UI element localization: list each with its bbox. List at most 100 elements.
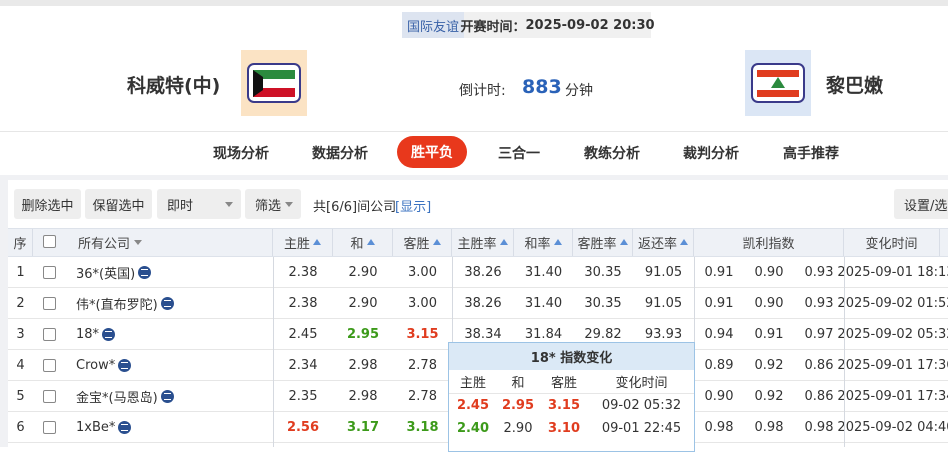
cell-text: 0.91 (704, 295, 734, 311)
table-cell: 3.00 (393, 257, 452, 287)
nav-tab[interactable]: 裁判分析 (683, 146, 739, 162)
column-header[interactable]: 变化时间 (844, 229, 940, 256)
table-cell: 5 (8, 381, 33, 411)
dropdown[interactable]: 即时 (157, 189, 241, 219)
table-cell: 0.90 (694, 381, 744, 411)
count-text: 共[6/6]间公司 (313, 200, 397, 215)
countdown-unit: 分钟 (565, 83, 593, 99)
cell-text: 4 (16, 357, 25, 373)
cell-text: 伟*(直布罗陀) (76, 297, 158, 313)
popup-column-header: 和 (497, 370, 539, 394)
row-checkbox[interactable] (43, 266, 56, 279)
cell-text: 3.00 (408, 264, 437, 280)
sort-icon (313, 235, 321, 245)
column-header[interactable]: 主胜 (273, 229, 333, 256)
show-link[interactable]: [显示] (395, 200, 432, 215)
cell-text: 3.15 (406, 326, 439, 342)
popup-cell: 3.15 (547, 398, 581, 413)
nav-tab[interactable]: 现场分析 (213, 146, 269, 162)
cell-text: 0.98 (754, 419, 784, 435)
sort-icon (619, 235, 628, 245)
table-cell: 91.05 (633, 288, 694, 318)
table-cell: 2 (8, 288, 33, 318)
nav-tab[interactable]: 高手推荐 (783, 146, 839, 162)
cell-text: 2.95 (346, 326, 380, 342)
company-icon[interactable] (118, 358, 132, 372)
cell-text: 2025-09-01 17:34 (837, 388, 948, 404)
table-cell: 3.00 (393, 288, 452, 318)
column-header[interactable]: 返还率 (633, 229, 694, 256)
nav-tab[interactable]: 数据分析 (312, 146, 368, 162)
countdown-value: 883 (522, 76, 562, 98)
nav-tab[interactable]: 三合一 (498, 146, 540, 162)
company-icon[interactable] (102, 327, 116, 341)
table-cell: 0.97 (794, 319, 844, 349)
table-cell: 0.93 (794, 257, 844, 287)
icon-glyph (105, 330, 113, 338)
column-header[interactable]: 和 (333, 229, 393, 256)
table-cell: 3 (8, 319, 33, 349)
icon-glyph (121, 423, 129, 431)
row-checkbox[interactable] (43, 421, 56, 434)
dropdown[interactable]: 筛选 (245, 189, 301, 219)
divider (0, 131, 948, 132)
table-cell: 38.34 (452, 319, 514, 349)
cell-text: 2025-09-02 04:40 (837, 419, 948, 435)
column-title: 主胜 (283, 237, 310, 252)
row-checkbox[interactable] (43, 390, 56, 403)
settings-button[interactable]: 设置/选 (894, 189, 948, 219)
cell-text: 2.90 (348, 295, 378, 311)
column-header[interactable]: 和率 (514, 229, 573, 256)
cell-text: 30.35 (584, 295, 622, 311)
button[interactable]: 保留选中 (85, 189, 152, 219)
cell-text: 2.98 (348, 388, 378, 404)
column-header[interactable]: 凯利指数 (694, 229, 844, 256)
column-header[interactable]: 客胜率 (573, 229, 633, 256)
row-checkbox[interactable] (43, 359, 56, 372)
table-cell: 2.35 (273, 381, 333, 411)
column-title: 序 (13, 237, 27, 252)
cell-text: 金宝*(马恩岛) (76, 390, 158, 406)
nav-tab[interactable]: 教练分析 (584, 146, 640, 162)
table-cell: 2025-09-01 17:34 (837, 381, 948, 411)
cell-text: 2.56 (286, 419, 320, 435)
cell-text: 2.78 (408, 357, 437, 373)
icon-glyph (121, 361, 129, 369)
dropdown-icon (134, 240, 143, 249)
nav-tab[interactable]: 胜平负 (397, 136, 467, 168)
column-header[interactable]: 客胜 (393, 229, 452, 256)
table-cell: 3.15 (393, 319, 452, 349)
column-header[interactable]: 所有公司 (66, 229, 273, 256)
company-icon[interactable] (138, 265, 152, 279)
lebanon-flag (751, 63, 805, 103)
column-divider (844, 257, 845, 447)
table-cell: 伟*(直布罗陀) (66, 288, 273, 318)
cell-text: 3 (16, 326, 25, 342)
dropdown-label: 即时 (167, 198, 194, 214)
company-icon[interactable] (118, 420, 132, 434)
company-icon[interactable] (160, 389, 174, 403)
away-team: 黎巴嫩 (826, 75, 884, 97)
row-checkbox[interactable] (43, 328, 56, 341)
table-cell: 2.38 (273, 288, 333, 318)
table-cell: 2025-09-01 18:13 (837, 257, 948, 287)
popup-cell: 2.40 (456, 421, 490, 436)
table-cell: 2025-09-02 01:52 (837, 288, 948, 318)
column-header[interactable]: 主胜率 (452, 229, 514, 256)
company-icon[interactable] (160, 296, 174, 310)
cell-text: 31.40 (524, 295, 563, 311)
cell-text: 1 (16, 264, 25, 280)
column-header[interactable]: 序 (8, 229, 33, 256)
button[interactable]: 删除选中 (14, 189, 81, 219)
row-checkbox[interactable] (43, 297, 56, 310)
cell-text: 3.18 (406, 419, 439, 435)
column-title: 客胜 (403, 237, 430, 252)
table-cell: 29.82 (573, 319, 633, 349)
header-checkbox[interactable] (43, 235, 56, 248)
table-cell: 31.40 (514, 288, 573, 318)
popup-cell: 09-02 05:32 (601, 398, 682, 413)
table-cell: 30.35 (573, 257, 633, 287)
table-cell: 0.92 (744, 350, 794, 380)
cell-text: 0.92 (754, 388, 784, 404)
